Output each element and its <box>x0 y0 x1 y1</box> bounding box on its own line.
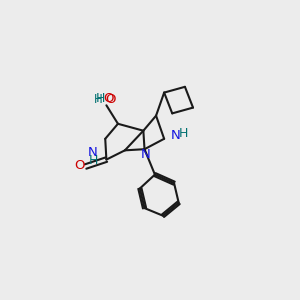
Text: N: N <box>88 146 98 159</box>
Text: H: H <box>179 127 188 140</box>
Text: O: O <box>75 159 85 172</box>
Text: H: H <box>96 92 105 105</box>
Text: N: N <box>141 148 151 161</box>
Text: H: H <box>88 154 98 167</box>
Text: O: O <box>103 92 114 105</box>
Text: N: N <box>171 129 180 142</box>
Text: H: H <box>94 93 103 106</box>
Text: O: O <box>105 93 116 106</box>
